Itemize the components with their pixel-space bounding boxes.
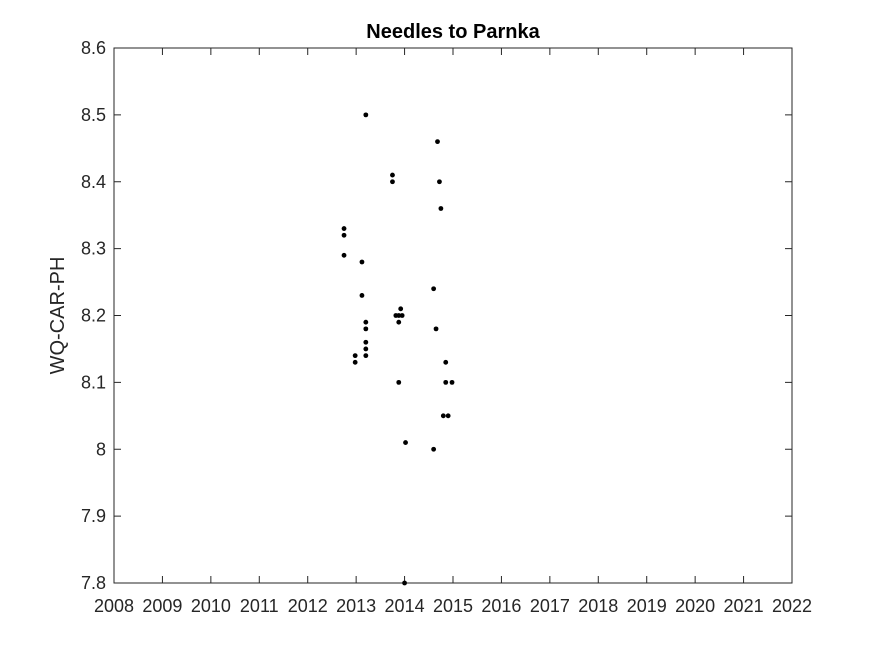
plot-area-frame xyxy=(113,47,793,584)
x-tick-label: 2016 xyxy=(481,596,521,616)
y-tick-label: 8.1 xyxy=(81,372,106,392)
data-point xyxy=(431,286,437,292)
data-point xyxy=(437,179,442,185)
chart-title: Needles to Parnka xyxy=(366,21,540,43)
data-point xyxy=(390,179,395,185)
x-tick-label: 2014 xyxy=(385,596,425,616)
data-point xyxy=(352,353,358,359)
data-point xyxy=(445,413,451,419)
data-points xyxy=(341,112,455,586)
data-point xyxy=(341,232,347,238)
data-point xyxy=(396,379,402,385)
data-point xyxy=(352,359,358,365)
y-tick-label: 7.8 xyxy=(81,573,106,593)
data-point xyxy=(396,313,402,318)
data-point xyxy=(363,326,369,332)
y-tick-label: 8.4 xyxy=(81,172,106,192)
data-point xyxy=(390,172,395,178)
data-point xyxy=(398,306,404,312)
x-tick-label: 2008 xyxy=(94,596,134,616)
x-tick-label: 2010 xyxy=(191,596,231,616)
x-tick-label: 2020 xyxy=(675,596,715,616)
data-point xyxy=(363,353,369,359)
data-point xyxy=(449,379,455,385)
x-tick-label: 2013 xyxy=(336,596,376,616)
y-tick-label: 8.6 xyxy=(81,38,106,58)
x-tick-label: 2009 xyxy=(142,596,182,616)
x-axis-ticks: 2008 2009 2010 2011 2012 2013 2014 2015 2016 2017… xyxy=(94,48,812,616)
y-tick-label: 8.2 xyxy=(81,306,106,326)
data-point xyxy=(438,206,444,211)
data-point xyxy=(433,326,439,332)
data-point xyxy=(399,313,405,318)
x-tick-label: 2011 xyxy=(240,596,279,616)
data-point xyxy=(363,339,369,345)
data-point xyxy=(443,359,449,365)
data-point xyxy=(363,346,369,352)
y-axis-ticks: 7.8 7.9 8 8.1 8.2 8.3 8.4 8.5 8.6 xyxy=(81,38,792,593)
data-point xyxy=(402,580,407,586)
data-point xyxy=(435,139,440,145)
y-tick-label: 8.3 xyxy=(81,239,106,259)
y-tick-label: 7.9 xyxy=(81,506,106,526)
x-tick-label: 2012 xyxy=(288,596,328,616)
x-tick-label: 2015 xyxy=(433,596,473,616)
x-tick-label: 2019 xyxy=(627,596,667,616)
y-tick-label: 8 xyxy=(96,439,106,459)
data-point xyxy=(341,226,347,231)
data-point xyxy=(341,252,347,258)
y-axis-label: WQ-CAR-PH xyxy=(47,257,69,375)
data-point xyxy=(359,259,365,265)
data-point xyxy=(440,413,446,419)
x-tick-label: 2018 xyxy=(578,596,618,616)
data-point xyxy=(363,112,369,118)
data-point xyxy=(363,319,369,325)
x-tick-label: 2022 xyxy=(772,596,812,616)
x-tick-label: 2021 xyxy=(724,596,764,616)
data-point xyxy=(431,446,437,452)
y-tick-label: 8.5 xyxy=(81,105,106,125)
data-point xyxy=(403,440,408,445)
data-point xyxy=(359,293,365,298)
data-point xyxy=(396,319,402,325)
x-tick-label: 2017 xyxy=(530,596,570,616)
data-point xyxy=(443,379,449,385)
